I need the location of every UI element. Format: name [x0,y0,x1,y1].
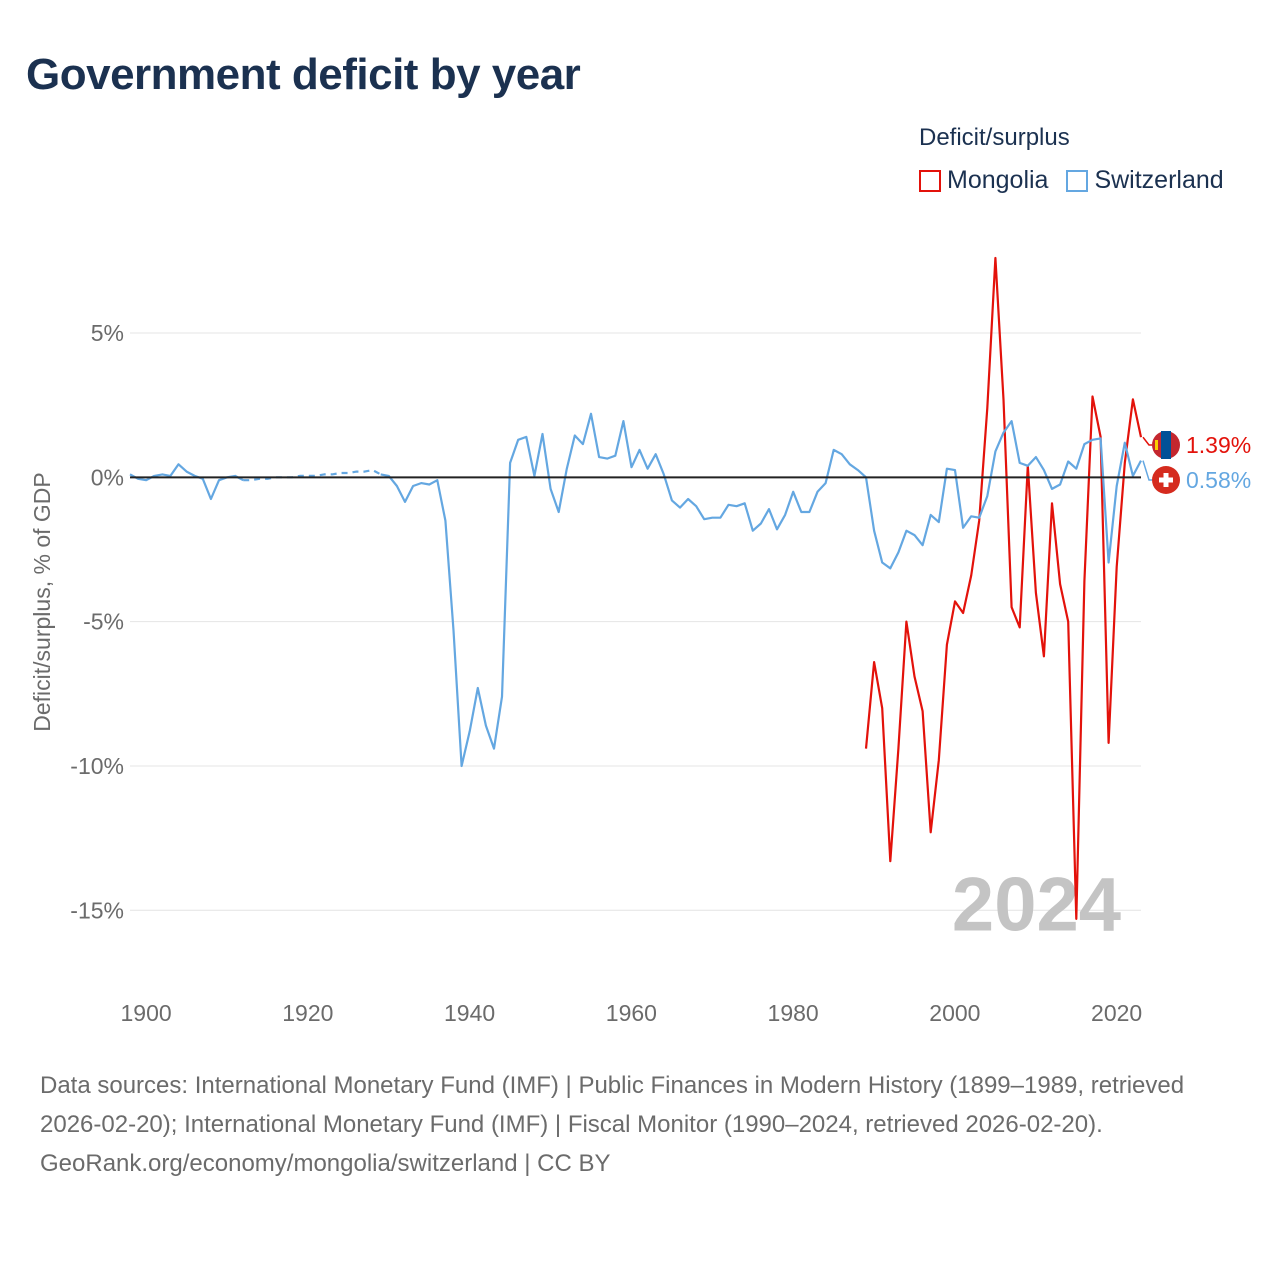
y-tick-label: 5% [91,320,124,346]
x-tick-label: 1980 [768,1000,819,1026]
legend-label-mongolia: Mongolia [947,166,1049,194]
legend-label-switzerland: Switzerland [1094,166,1224,194]
x-tick-label: 1960 [606,1000,657,1026]
y-axis-label: Deficit/surplus, % of GDP [29,472,55,731]
series-line-switzerland [129,463,244,501]
end-value-label-switzerland: 0.58% [1186,467,1251,493]
footer-credit[interactable]: GeoRank.org/economy/mongolia/switzerland… [40,1150,611,1177]
x-tick-label: 1940 [444,1000,495,1026]
leader-line-switzerland [1142,460,1152,481]
series-line-switzerland [380,412,1142,768]
x-tick-label: 2020 [1091,1000,1142,1026]
y-tick-label: 0% [91,464,124,490]
chart-title: Government deficit by year [26,50,581,99]
x-tick-label: 1920 [282,1000,333,1026]
end-value-label-mongolia: 1.39% [1186,432,1251,458]
mongolia-flag-stripe [1161,431,1171,459]
line-chart: 5% 0% -5% -10% -15% 1900 1920 1940 1960 1980 2000 2… [29,256,1251,1026]
legend-swatch-switzerland [1066,169,1089,192]
y-tick-label: -15% [70,897,124,923]
legend: Mongolia Switzerland [919,166,1242,195]
year-watermark: 2024 [952,862,1121,947]
switzerland-flag-cross-v [1163,473,1169,487]
x-tick-label: 2000 [929,1000,980,1026]
x-tick-label: 1900 [121,1000,172,1026]
legend-item-mongolia[interactable]: Mongolia [919,166,1048,195]
legend-title: Deficit/surplus [919,124,1070,151]
series-line-switzerland-interpolated [243,469,382,482]
series-line-mongolia [864,256,1143,920]
legend-swatch-mongolia [919,169,941,192]
y-tick-label: -10% [70,753,124,779]
footer-sources: Data sources: International Monetary Fun… [40,1072,1185,1138]
footer: Data sources: International Monetary Fun… [40,1066,1240,1183]
mongolia-flag-soyombo [1155,440,1158,450]
y-tick-label: -5% [83,609,124,635]
legend-item-switzerland[interactable]: Switzerland [1066,166,1224,195]
leader-line-mongolia [1142,436,1152,446]
